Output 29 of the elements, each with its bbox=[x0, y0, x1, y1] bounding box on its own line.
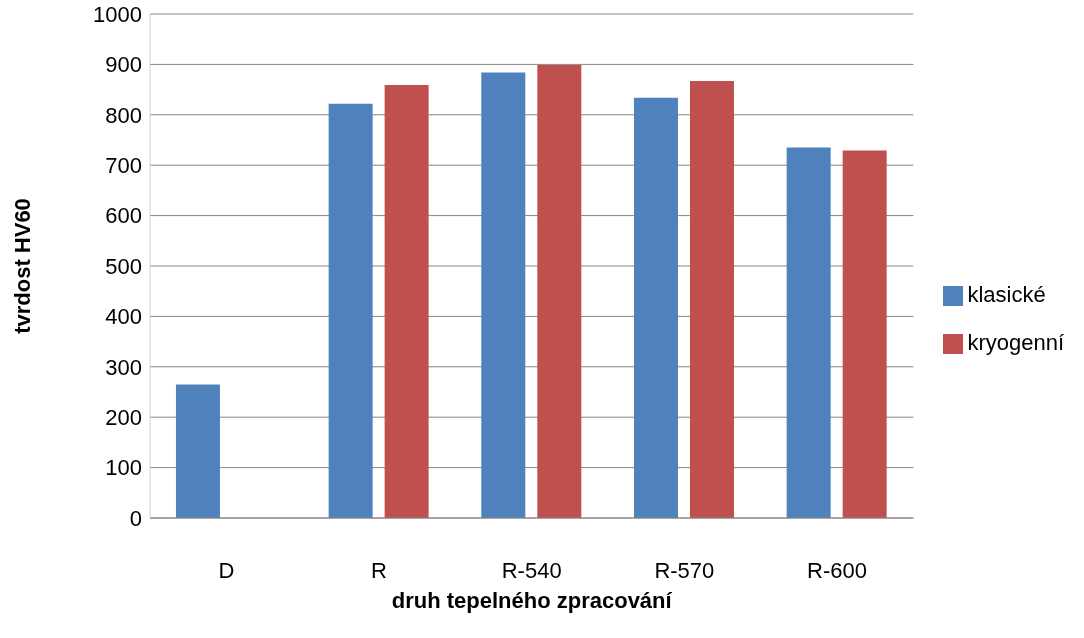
bar bbox=[481, 72, 526, 518]
x-axis-title: druh tepelného zpracování bbox=[391, 588, 673, 613]
y-tick-label: 700 bbox=[105, 153, 142, 179]
y-tick-label: 100 bbox=[105, 455, 142, 481]
x-tick-label: R-570 bbox=[654, 557, 715, 583]
x-tick-label: D bbox=[218, 557, 235, 583]
y-tick-label: 500 bbox=[105, 253, 142, 279]
legend-label: kryogenní bbox=[967, 330, 1064, 355]
y-tick-label: 600 bbox=[105, 203, 142, 229]
x-tick-label: R bbox=[371, 557, 387, 583]
bar bbox=[537, 64, 582, 518]
bar bbox=[842, 150, 887, 518]
bar bbox=[633, 97, 678, 518]
bar bbox=[384, 85, 429, 518]
y-tick-label: 300 bbox=[105, 354, 142, 380]
y-tick-label: 900 bbox=[105, 52, 142, 78]
bar bbox=[328, 103, 373, 518]
y-tick-label: 400 bbox=[105, 304, 142, 330]
bar bbox=[786, 147, 831, 518]
y-tick-label: 0 bbox=[129, 505, 142, 531]
y-tick-label: 200 bbox=[105, 405, 142, 431]
y-tick-label: 800 bbox=[105, 102, 142, 128]
bar bbox=[175, 384, 220, 518]
x-tick-label: R-540 bbox=[501, 557, 562, 583]
legend-label: klasické bbox=[967, 282, 1046, 307]
y-tick-label: 1000 bbox=[93, 1, 142, 27]
bar bbox=[689, 81, 734, 518]
x-tick-label: R-600 bbox=[807, 557, 867, 583]
y-axis-title: tvrdost HV60 bbox=[9, 198, 35, 334]
